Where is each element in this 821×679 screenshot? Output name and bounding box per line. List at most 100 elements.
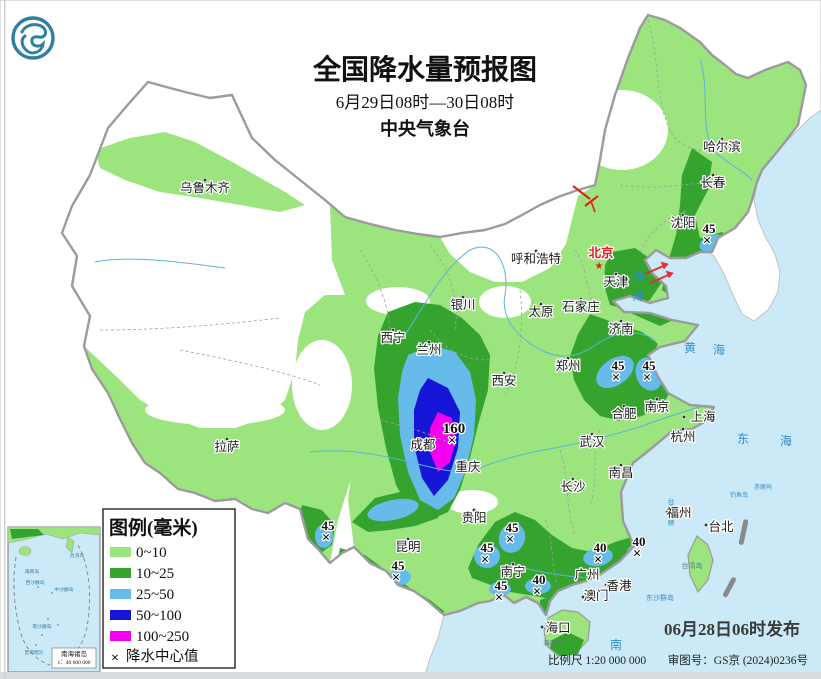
center-value: 40 xyxy=(533,572,546,587)
city-marker: 海口 xyxy=(539,619,572,636)
city-dot xyxy=(603,582,609,588)
city-dot xyxy=(460,294,466,300)
city-label: 济南 xyxy=(608,321,633,336)
city-marker: 合肥 xyxy=(610,403,638,422)
inset-island-label: 海南岛 xyxy=(25,568,40,575)
china-border xyxy=(60,13,808,617)
precipitation-center: ×45 xyxy=(610,357,626,388)
precipitation-centers: ×160×45×45×45×45×45×45×45×45 ×40×40 ×40 xyxy=(320,220,717,608)
legend-title: 图例(毫米) xyxy=(109,516,198,539)
center-marker-label: 降水中心值 xyxy=(126,648,199,665)
city-dot xyxy=(580,594,586,600)
city-dot xyxy=(621,403,627,409)
city-dot xyxy=(411,437,417,443)
legend-color-chip xyxy=(110,610,131,620)
city-label: 杭州 xyxy=(670,429,695,444)
approval-number: 审图号：GS京 (2024)0236号 xyxy=(668,653,808,667)
inset-scale: 1：40 000 000 xyxy=(57,660,90,666)
inset-title: 南海诸岛 xyxy=(61,649,87,658)
sea-label: 海 xyxy=(713,342,725,357)
city-dot xyxy=(510,561,516,567)
city-marker: 银川 xyxy=(449,294,477,313)
center-value: 45 xyxy=(506,520,520,535)
center-x-icon: × xyxy=(533,584,542,600)
city-label: 台北 xyxy=(708,519,734,534)
map-scale: 比例尺 1:20 000 000 xyxy=(548,653,646,667)
city-dot xyxy=(533,248,539,254)
city-label: 海口 xyxy=(545,620,570,635)
sea-label: 赤尾屿 xyxy=(754,483,772,491)
city-markers: 乌鲁木齐 哈尔滨长春沈阳 ★北京天津石家庄太原 呼和浩特银川西宁兰州西安 郑州 济南合肥南… xyxy=(179,136,743,636)
legend-range-label: 10~25 xyxy=(136,566,174,582)
map-title: 全国降水量预报图 xyxy=(312,53,537,86)
city-dot xyxy=(681,414,687,420)
center-x-icon: × xyxy=(703,233,712,249)
city-marker: 西安 xyxy=(490,370,518,389)
center-value: 45 xyxy=(643,358,657,373)
legend-color-chip xyxy=(110,589,131,599)
city-dot xyxy=(426,339,432,345)
center-value: 45 xyxy=(495,578,509,593)
center-value: 40 xyxy=(594,540,607,555)
city-label: 成都 xyxy=(410,438,436,452)
city-dot xyxy=(654,396,660,402)
agency-name: 中央气象台 xyxy=(380,118,470,139)
center-value: 160 xyxy=(443,421,466,437)
city-label: 天津 xyxy=(603,275,628,289)
city-label: 郑州 xyxy=(555,358,580,373)
city-label: 澳门 xyxy=(583,588,608,603)
legend-range-label: 50~100 xyxy=(136,608,182,624)
city-dot xyxy=(680,426,686,432)
city-label: 沈阳 xyxy=(670,215,695,230)
inset-island-label: 南沙群岛 xyxy=(32,623,51,630)
sea-label: 海 xyxy=(633,289,644,303)
city-marker: 昆明 xyxy=(394,536,422,555)
city-label: 南昌 xyxy=(608,465,633,480)
city-dot xyxy=(710,172,716,178)
city-marker: 澳门 xyxy=(580,587,610,604)
city-dot xyxy=(471,507,477,513)
city-marker: 兰州 xyxy=(415,339,443,358)
city-label: 北京 xyxy=(588,245,614,260)
city-marker: 福州 xyxy=(664,504,693,521)
map-subtitle: 6月29日08时—30日08时 xyxy=(336,93,515,112)
city-dot xyxy=(539,624,545,630)
legend-color-chip xyxy=(110,547,131,557)
city-marker: 石家庄 xyxy=(561,296,601,315)
city-label: 上海 xyxy=(690,409,716,424)
city-label: 哈尔滨 xyxy=(703,139,741,154)
city-dot xyxy=(501,370,507,376)
sea-label: 南 xyxy=(610,637,622,652)
center-x-icon: × xyxy=(448,433,457,449)
sea-label: 东沙群岛 xyxy=(646,593,674,602)
inset-island-label: 曾母暗沙 xyxy=(24,649,43,656)
city-dot xyxy=(703,522,709,528)
city-dot xyxy=(405,536,411,542)
taiwan-island xyxy=(687,535,714,594)
city-marker: 哈尔滨 xyxy=(702,136,743,155)
city-marker: 台北 xyxy=(703,518,735,535)
precipitation-center: ×160 xyxy=(441,420,466,451)
city-label: 太原 xyxy=(528,304,553,319)
city-label: 重庆 xyxy=(455,459,481,474)
city-label: 福州 xyxy=(666,505,691,520)
center-x-icon: × xyxy=(481,552,490,568)
precipitation-center: ×45 xyxy=(479,539,495,570)
sea-label: 东 xyxy=(737,432,749,446)
city-dot xyxy=(589,431,595,437)
footer-credits: 06月28日06时发布 比例尺 1:20 000 000 审图号：GS京 (20… xyxy=(548,619,808,667)
center-x-icon: × xyxy=(643,370,652,386)
city-dot xyxy=(578,296,584,302)
sea-label: 海 xyxy=(780,433,792,448)
city-label: 呼和浩特 xyxy=(511,251,561,266)
title-block: 全国降水量预报图 6月29日08时—30日08时 中央气象台 xyxy=(312,53,537,139)
city-marker: 天津 xyxy=(602,271,630,290)
center-marker-symbol: × xyxy=(111,651,119,666)
ryukyu-islands xyxy=(722,519,749,598)
legend-color-chip xyxy=(110,568,131,578)
center-value: 45 xyxy=(612,358,626,373)
city-marker: 香港 xyxy=(603,578,633,594)
city-label: 香港 xyxy=(606,579,632,593)
